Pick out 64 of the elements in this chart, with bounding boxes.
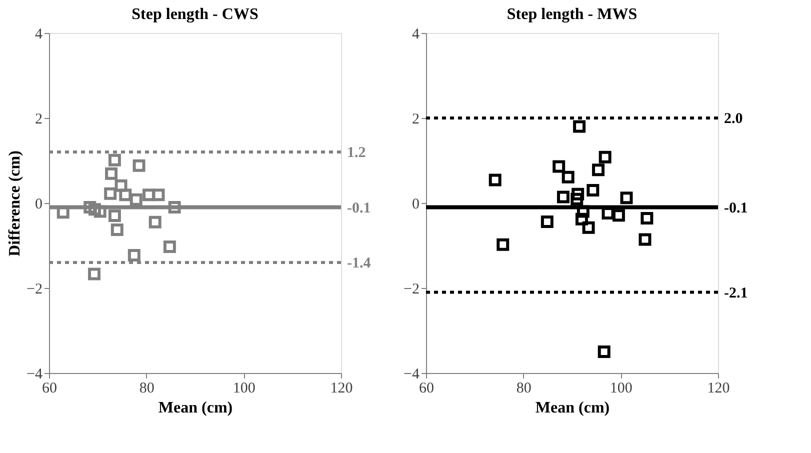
point <box>88 268 101 280</box>
point <box>592 164 605 176</box>
y-tick-label: 2 <box>35 112 42 128</box>
point <box>638 233 652 246</box>
point <box>152 188 165 202</box>
ref-line-label: -1.4 <box>347 256 372 272</box>
point <box>598 150 612 164</box>
point <box>572 188 584 200</box>
y-tick-label: 0 <box>412 196 420 212</box>
point <box>128 249 140 262</box>
point <box>640 212 654 225</box>
point <box>488 174 502 186</box>
chart-title: Step length - MWS <box>506 6 638 23</box>
y-tick-label: 0 <box>35 196 42 212</box>
point <box>168 201 181 214</box>
y-tick-label: −4 <box>26 366 43 382</box>
x-tick-label: 100 <box>232 380 256 396</box>
ref-line-label: 1.2 <box>347 145 366 161</box>
point <box>562 170 574 184</box>
point <box>114 179 128 192</box>
x-tick-label: 60 <box>42 380 57 396</box>
y-tick-label: 2 <box>412 112 420 128</box>
x-tick-label: 80 <box>516 380 532 396</box>
point <box>104 187 117 200</box>
x-tick-label: 120 <box>707 380 730 396</box>
point <box>556 190 570 204</box>
point <box>598 346 610 358</box>
point <box>612 209 625 222</box>
point <box>540 215 554 228</box>
x-tick-label: 80 <box>139 380 154 396</box>
y-tick-label: −2 <box>404 282 420 298</box>
point <box>496 238 510 251</box>
point <box>163 240 176 254</box>
y-tick-label: −2 <box>26 282 42 298</box>
point <box>105 167 118 180</box>
point <box>119 188 132 202</box>
point <box>620 192 633 204</box>
x-axis-title: Mean (cm) <box>158 400 233 416</box>
y-axis-title: Difference (cm) <box>6 150 24 256</box>
x-tick-label: 100 <box>610 380 632 396</box>
point <box>575 212 588 226</box>
x-tick-label: 60 <box>419 380 434 396</box>
point <box>570 192 584 206</box>
y-tick-label: 4 <box>412 26 420 42</box>
point <box>142 188 156 202</box>
y-tick-label: 4 <box>35 26 43 42</box>
point <box>108 210 121 222</box>
point <box>132 159 146 172</box>
point <box>130 193 142 206</box>
point <box>582 221 595 234</box>
point <box>148 216 162 228</box>
point <box>552 160 566 173</box>
point <box>586 184 600 196</box>
point <box>108 154 121 166</box>
ref-line-label: 2.0 <box>724 111 743 127</box>
ref-line-label: -2.1 <box>724 285 748 302</box>
y-tick-label: −4 <box>404 366 420 382</box>
ref-line-label: -0.1 <box>347 200 371 216</box>
ref-line-label: -0.1 <box>724 200 748 216</box>
x-tick-label: 120 <box>330 380 353 396</box>
x-axis-title: Mean (cm) <box>535 400 610 416</box>
chart-title: Step length - CWS <box>132 6 258 23</box>
point <box>573 120 586 133</box>
point <box>110 224 124 236</box>
